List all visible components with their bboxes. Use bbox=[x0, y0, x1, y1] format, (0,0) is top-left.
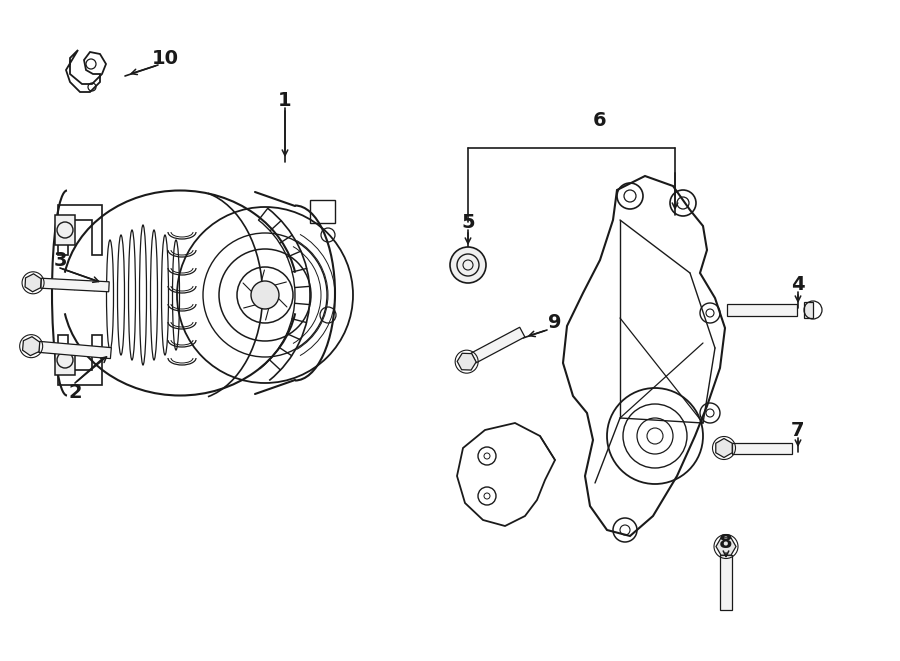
Polygon shape bbox=[804, 302, 813, 318]
Text: 10: 10 bbox=[151, 48, 178, 67]
Polygon shape bbox=[55, 345, 75, 375]
Text: 5: 5 bbox=[461, 212, 475, 231]
Polygon shape bbox=[732, 442, 792, 453]
Text: 7: 7 bbox=[791, 420, 805, 440]
Polygon shape bbox=[25, 274, 41, 292]
Polygon shape bbox=[39, 341, 112, 359]
Circle shape bbox=[251, 281, 279, 309]
Text: 9: 9 bbox=[548, 313, 562, 332]
Text: 6: 6 bbox=[593, 110, 607, 130]
Polygon shape bbox=[727, 304, 797, 316]
Text: 4: 4 bbox=[791, 274, 805, 293]
Polygon shape bbox=[471, 327, 525, 363]
Polygon shape bbox=[716, 438, 733, 457]
Text: 1: 1 bbox=[278, 91, 292, 110]
Text: 2: 2 bbox=[68, 383, 82, 401]
Text: 3: 3 bbox=[53, 251, 67, 270]
Polygon shape bbox=[40, 278, 109, 292]
Polygon shape bbox=[457, 353, 476, 370]
Polygon shape bbox=[22, 336, 40, 356]
Text: 8: 8 bbox=[719, 533, 733, 551]
Polygon shape bbox=[716, 538, 736, 555]
Polygon shape bbox=[720, 555, 732, 609]
Polygon shape bbox=[55, 215, 75, 245]
Circle shape bbox=[450, 247, 486, 283]
